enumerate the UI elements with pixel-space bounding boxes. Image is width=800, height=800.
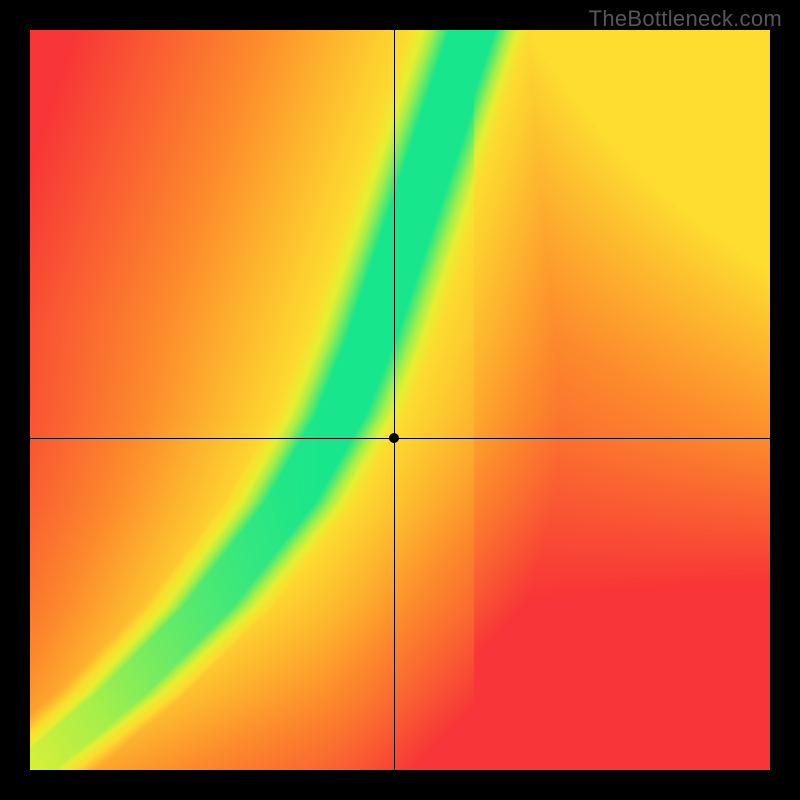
crosshair-vertical	[394, 30, 395, 770]
heatmap-canvas	[30, 30, 770, 770]
watermark-text: TheBottleneck.com	[589, 6, 782, 32]
crosshair-dot	[389, 433, 399, 443]
plot-area	[30, 30, 770, 770]
crosshair-horizontal	[30, 438, 770, 439]
